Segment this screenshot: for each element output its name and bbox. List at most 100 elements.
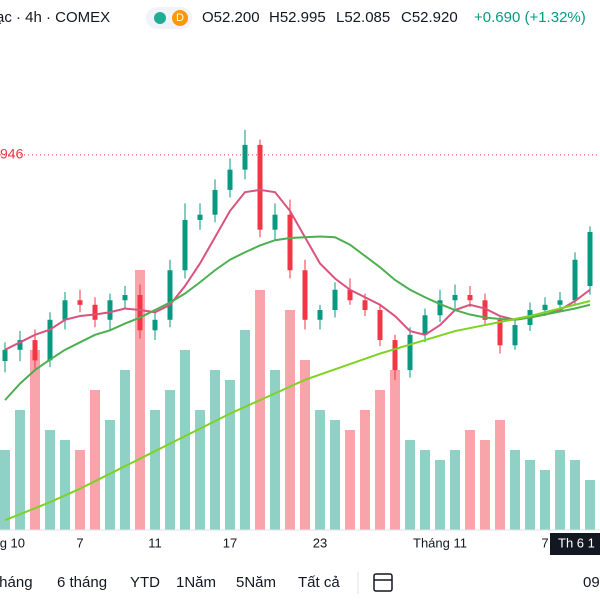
high: H52.995: [269, 9, 326, 26]
candle-body: [197, 214, 203, 220]
x-tick-label: 23: [313, 535, 327, 550]
candle-body: [467, 295, 473, 301]
range-button[interactable]: 6 tháng: [57, 574, 107, 591]
volume-bar: [105, 420, 115, 530]
candle-body: [137, 295, 143, 331]
volume-bar: [480, 440, 490, 530]
volume-bar: [75, 450, 85, 530]
candle-body: [482, 300, 488, 320]
candle-body: [257, 144, 263, 230]
candle-body: [122, 295, 128, 301]
volume-bar: [375, 390, 385, 530]
volume-bar: [285, 310, 295, 530]
candle-body: [392, 340, 398, 371]
candle-body: [362, 300, 368, 311]
moving-average: [4, 300, 591, 522]
volume-bar: [300, 360, 310, 530]
candle-body: [557, 300, 563, 305]
candle-body: [422, 315, 428, 335]
volume-bar: [135, 270, 145, 530]
volume-bar: [240, 330, 250, 530]
candle-body: [242, 144, 248, 170]
volume-bar: [330, 420, 340, 530]
candle-body: [227, 169, 233, 190]
volume-bar: [465, 430, 475, 530]
candle-body: [407, 334, 413, 371]
volume-bar: [360, 410, 370, 530]
candle-body: [167, 270, 173, 320]
moving-average: [4, 235, 591, 401]
candle-body: [347, 289, 353, 301]
volume-bar: [435, 460, 445, 530]
low: L52.085: [336, 9, 390, 26]
symbol: ạc · 4h · COMEX: [0, 9, 110, 26]
x-tick-label: Tháng 11: [413, 535, 467, 550]
candle-body: [152, 319, 158, 331]
candle-body: [212, 189, 218, 215]
moving-average: [4, 188, 591, 351]
volume-bar: [390, 370, 400, 530]
calendar-icon[interactable]: [373, 573, 393, 592]
candle-body: [512, 325, 518, 346]
volume-bar: [60, 440, 70, 530]
candle-body: [452, 295, 458, 301]
volume-bar: [165, 390, 175, 530]
x-tick-label: 7: [76, 535, 83, 550]
candle-body: [32, 340, 38, 361]
x-tick-label: Tháng 10: [0, 535, 25, 550]
candle-body: [92, 304, 98, 320]
volume-bar: [0, 450, 10, 530]
badge: D: [176, 12, 184, 24]
candle-body: [17, 340, 23, 350]
time-label: 09: [583, 574, 600, 591]
volume-bar: [525, 460, 535, 530]
range-button[interactable]: Tất cả: [298, 574, 340, 591]
candle-body: [62, 300, 68, 320]
volume-bar: [555, 450, 565, 530]
price-line-label: 946: [0, 146, 24, 162]
candle-body: [2, 349, 8, 362]
candle-body: [47, 319, 53, 361]
candle-body: [182, 219, 188, 271]
candle-body: [317, 310, 323, 320]
volume-bar: [345, 430, 355, 530]
candle-body: [107, 300, 113, 320]
volume-bar: [150, 410, 160, 530]
range-button[interactable]: 1Năm: [176, 574, 216, 591]
volume-bar: [90, 390, 100, 530]
range-button[interactable]: YTD: [130, 574, 160, 591]
candle-body: [497, 319, 503, 346]
change: +0.690 (+1.32%): [474, 9, 586, 26]
volume-bar: [255, 290, 265, 530]
x-tick-label: 11: [148, 535, 162, 550]
range-button[interactable]: 5Năm: [236, 574, 276, 591]
volume-bar: [180, 350, 190, 530]
volume-bar: [195, 410, 205, 530]
candle-body: [287, 214, 293, 271]
volume-bar: [570, 460, 580, 530]
volume-bar: [420, 450, 430, 530]
plot: 946 Tháng 10 7 11 17 23 Tháng 11 7 Th 6 1: [0, 129, 600, 555]
volume-bar: [270, 370, 280, 530]
crosshair-label: Th 6 1: [558, 535, 595, 550]
candle-body: [587, 231, 593, 287]
volume-bar: [315, 410, 325, 530]
open: O52.200: [202, 9, 260, 26]
volume-bar: [450, 450, 460, 530]
volume-bar: [210, 370, 220, 530]
volume-bar: [30, 350, 40, 530]
volume-bar: [495, 420, 505, 530]
market-open-icon: [154, 12, 166, 24]
candle-body: [302, 270, 308, 320]
candle-body: [332, 289, 338, 311]
volume-bar: [45, 430, 55, 530]
candle-body: [542, 304, 548, 311]
header: ạc · 4h · COMEX D O52.200 H52.995 L52.08…: [0, 7, 586, 29]
range-button[interactable]: Tháng: [0, 574, 33, 591]
volume-bar: [540, 470, 550, 530]
candle-body: [77, 300, 83, 305]
candle-body: [272, 214, 278, 230]
volume-bar: [15, 410, 25, 530]
candle-body: [572, 259, 578, 301]
